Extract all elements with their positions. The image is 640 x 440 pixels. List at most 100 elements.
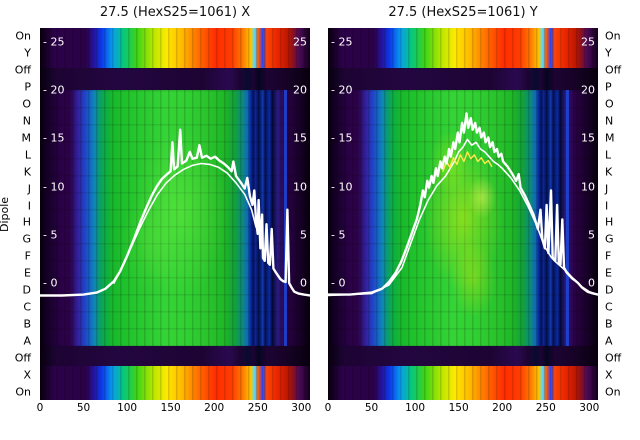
profile-line — [40, 128, 310, 297]
row-label: M — [605, 131, 615, 145]
profile-overlay — [328, 112, 598, 297]
value-tick-label: - 15 — [331, 131, 353, 145]
heatmap-band-bottom — [328, 366, 598, 400]
value-ticks-right: 25 20 15 10 5 0 — [273, 28, 307, 400]
row-labels-left: On Y Off P O N M L K J I H G F E D C B A Off X On — [4, 28, 34, 400]
row-label: Y — [24, 46, 31, 60]
row-label: On — [605, 29, 621, 43]
heatmap-texture — [40, 90, 310, 346]
row-label: O — [605, 97, 614, 111]
profile-line — [328, 112, 598, 296]
x-tick-label: 50 — [76, 402, 91, 414]
row-label: G — [605, 232, 614, 246]
row-label: E — [24, 266, 31, 280]
value-tick-label: - 10 — [331, 180, 353, 194]
row-label: J — [27, 182, 31, 196]
row-label: K — [23, 165, 31, 179]
row-label: C — [23, 300, 31, 314]
row-label: D — [605, 283, 614, 297]
row-label: N — [605, 114, 614, 128]
row-label: M — [21, 131, 32, 145]
row-label: Y — [605, 46, 612, 60]
row-label: L — [24, 148, 31, 162]
row-label: I — [27, 199, 31, 213]
heatmap-band-top — [328, 28, 598, 68]
heatmap-band-central — [40, 90, 310, 346]
row-label: I — [605, 199, 609, 213]
row-label: A — [23, 334, 31, 348]
value-tick-label: 10 — [293, 180, 307, 194]
value-tick-label: - 15 — [43, 131, 65, 145]
row-label: On — [15, 385, 31, 399]
value-tick-label: 0 — [300, 276, 307, 290]
x-tick-labels: 0 50 100 150 200 250 300 — [324, 402, 600, 419]
x-tick-label: 200 — [204, 402, 225, 414]
row-label: Off — [14, 351, 31, 365]
value-tick-label: - 0 — [43, 276, 58, 290]
heatmap-band-off-upper — [40, 68, 310, 90]
row-label: H — [22, 215, 31, 229]
heatmap-texture — [328, 28, 598, 68]
row-label: L — [605, 148, 612, 162]
row-label: Off — [605, 63, 622, 77]
row-label: D — [22, 283, 31, 297]
value-ticks-left: - 25 - 20 - 15 - 10 - 5 - 0 — [43, 28, 87, 400]
value-tick-label: 20 — [293, 83, 307, 97]
heatmap-hotspot — [40, 90, 310, 346]
value-tick-label: 0 — [588, 276, 595, 290]
x-tick-label: 250 — [247, 402, 268, 414]
x-tick-label: 150 — [160, 402, 181, 414]
row-label: N — [22, 114, 31, 128]
value-tick-label: - 0 — [331, 276, 346, 290]
value-tick-label: 25 — [293, 35, 307, 49]
row-label: P — [605, 80, 612, 94]
value-ticks-left: - 25 - 20 - 15 - 10 - 5 - 0 — [331, 28, 375, 400]
profile-overlay — [40, 128, 310, 297]
x-tick-label: 300 — [291, 402, 312, 414]
row-label: J — [605, 182, 609, 196]
x-tick-label: 0 — [324, 402, 332, 414]
right-plot-title: 27.5 (HexS25=1061) Y — [388, 5, 538, 20]
heatmap-band-top — [40, 28, 310, 68]
x-tick-label: 250 — [535, 402, 556, 414]
row-labels-right: On Y Off P O N M L K J I H G F E D C B A Off X On — [602, 28, 632, 400]
row-label: On — [605, 385, 621, 399]
heatmap-band-off-lower — [328, 346, 598, 366]
x-tick-labels: 0 50 100 150 200 250 300 — [37, 402, 312, 419]
x-tick-label: 200 — [492, 402, 513, 414]
row-label: O — [22, 97, 31, 111]
value-tick-label: - 5 — [43, 228, 58, 242]
value-tick-label: 15 — [293, 131, 307, 145]
value-tick-label: 5 — [588, 228, 595, 242]
heatmap-column-accent — [565, 90, 569, 346]
row-label: On — [15, 29, 31, 43]
heatmap-plot-x: - 25 - 20 - 15 - 10 - 5 - 0 25 20 15 10 5 0 — [40, 28, 310, 400]
value-tick-label: 15 — [581, 131, 595, 145]
row-label: C — [605, 300, 613, 314]
heatmap-texture — [328, 366, 598, 400]
value-tick-label: - 20 — [43, 83, 65, 97]
row-label: H — [605, 215, 614, 229]
row-label: K — [605, 165, 613, 179]
value-tick-label: 20 — [581, 83, 595, 97]
row-label: F — [24, 249, 31, 263]
row-label: E — [605, 266, 612, 280]
heatmap-texture — [40, 28, 310, 68]
value-tick-label: 25 — [581, 35, 595, 49]
profile-line — [442, 151, 493, 172]
heatmap-column-accent — [284, 90, 288, 346]
row-label: X — [605, 368, 613, 382]
heatmap-plot-y: - 25 - 20 - 15 - 10 - 5 - 0 25 20 15 10 5 0 — [328, 28, 598, 400]
value-tick-label: 10 — [581, 180, 595, 194]
heatmap-band-bottom — [40, 366, 310, 400]
heatmap-band-off-upper — [328, 68, 598, 90]
x-tick-label: 100 — [405, 402, 426, 414]
row-label: F — [605, 249, 612, 263]
row-label: A — [605, 334, 613, 348]
x-tick-label: 50 — [364, 402, 379, 414]
value-tick-label: - 20 — [331, 83, 353, 97]
value-tick-label: 5 — [300, 228, 307, 242]
left-plot-title: 27.5 (HexS25=1061) X — [99, 5, 251, 20]
value-tick-label: - 25 — [331, 35, 353, 49]
